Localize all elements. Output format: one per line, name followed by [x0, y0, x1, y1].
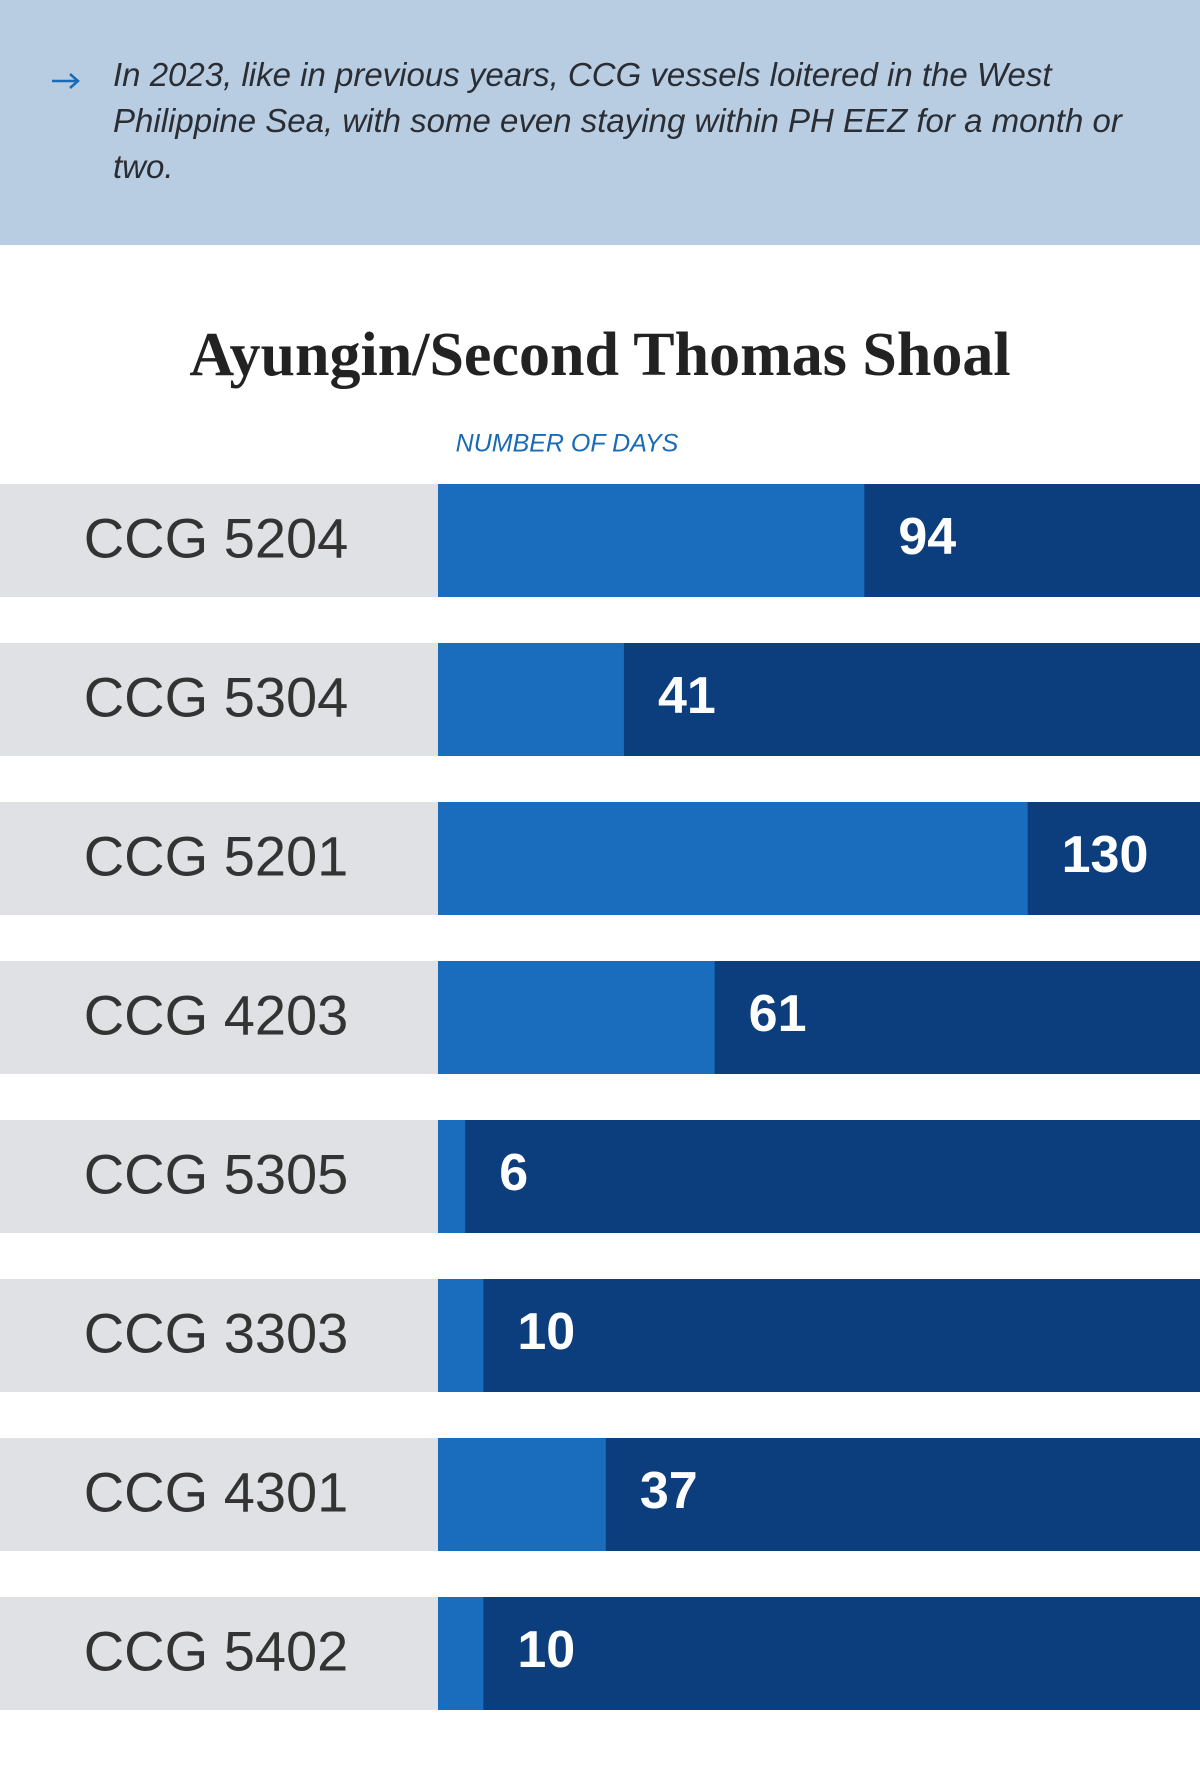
- value-label: 41: [658, 667, 716, 725]
- bar: [438, 1279, 484, 1392]
- category-label: CCG 5305: [84, 1142, 349, 1205]
- bar: [438, 484, 865, 597]
- bar: [438, 1438, 606, 1551]
- category-label: CCG 5204: [84, 506, 349, 569]
- value-label: 37: [640, 1462, 698, 1520]
- bar-track: [438, 1120, 1200, 1233]
- arrow-icon: [52, 73, 80, 89]
- label-panel: [0, 484, 438, 597]
- annotation: In 2023, like in previous years, CCG ves…: [113, 56, 1122, 185]
- bar: [438, 643, 624, 756]
- label-panel: [0, 1120, 438, 1233]
- label-panel: [0, 1279, 438, 1392]
- label-panel: [0, 802, 438, 915]
- bar-track: [438, 1597, 1200, 1710]
- value-label: 61: [749, 985, 807, 1043]
- label-panel: [0, 1597, 438, 1710]
- category-label: CCG 4203: [84, 983, 349, 1046]
- bar: [438, 961, 715, 1074]
- label-panel: [0, 1438, 438, 1551]
- value-label: 94: [898, 508, 956, 566]
- bar: [438, 802, 1028, 915]
- axis-label: NUMBER OF DAYS: [456, 430, 679, 458]
- label-panel: [0, 643, 438, 756]
- bar: [438, 1597, 484, 1710]
- category-label: CCG 5402: [84, 1619, 349, 1682]
- chart-title: Ayungin/Second Thomas Shoal: [189, 321, 1010, 389]
- category-label: CCG 5304: [84, 665, 349, 728]
- value-label: 130: [1062, 826, 1149, 884]
- value-label: 10: [517, 1621, 575, 1679]
- category-label: CCG 4301: [84, 1460, 349, 1523]
- value-label: 10: [517, 1303, 575, 1361]
- header-band: In 2023, like in previous years, CCG ves…: [0, 0, 1200, 245]
- bar-track: [438, 1279, 1200, 1392]
- bar: [438, 1120, 466, 1233]
- value-label: 6: [499, 1144, 528, 1202]
- category-label: CCG 5201: [84, 824, 349, 887]
- category-label: CCG 3303: [84, 1301, 349, 1364]
- label-panel: [0, 961, 438, 1074]
